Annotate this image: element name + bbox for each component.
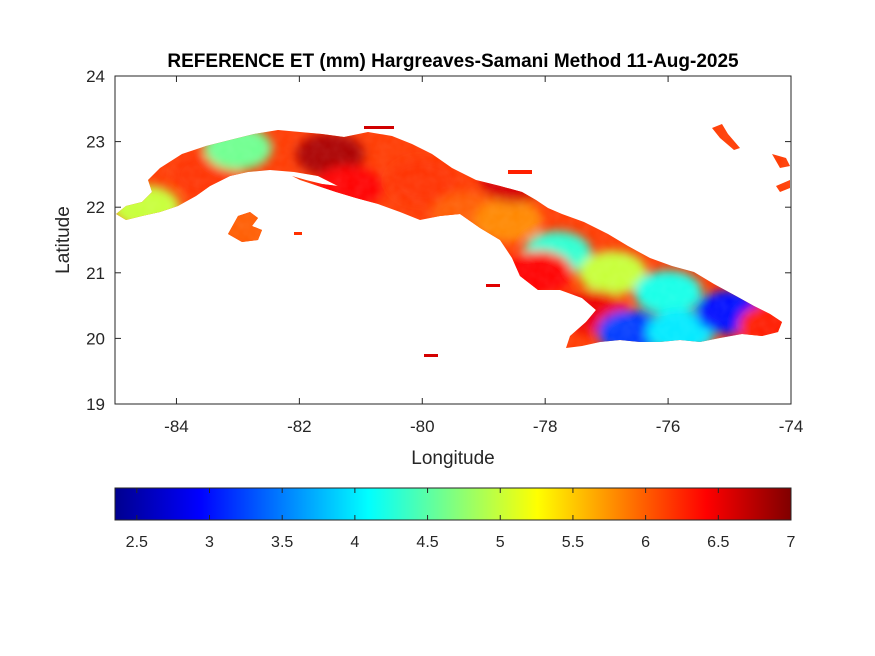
x-tick-label: -84 bbox=[164, 417, 189, 436]
small-cay bbox=[294, 232, 302, 235]
colorbar-tick-label: 7 bbox=[787, 534, 796, 551]
y-tick-label: 23 bbox=[86, 133, 105, 152]
y-tick-label: 24 bbox=[86, 67, 105, 86]
x-axis-label: Longitude bbox=[411, 448, 494, 469]
colorbar: 2.5 3 3.5 4 4.5 5 5.5 6 6.5 7 bbox=[114, 487, 796, 551]
colorbar-tick-label: 6 bbox=[641, 534, 650, 551]
map-background bbox=[115, 76, 791, 404]
y-tick-label: 21 bbox=[86, 264, 105, 283]
colorbar-tick-label: 4 bbox=[350, 534, 359, 551]
x-tick-label: -80 bbox=[410, 417, 435, 436]
colorbar-tick-label: 6.5 bbox=[707, 534, 729, 551]
small-cay bbox=[508, 170, 532, 174]
chart-title: REFERENCE ET (mm) Hargreaves-Samani Meth… bbox=[167, 51, 739, 72]
x-tick-label: -82 bbox=[287, 417, 312, 436]
y-tick-label: 19 bbox=[86, 395, 105, 414]
small-cay bbox=[364, 126, 394, 129]
x-axis: -84 -82 -80 -78 -76 -74 bbox=[164, 76, 803, 436]
colorbar-tick-label: 2.5 bbox=[126, 534, 148, 551]
colorbar-tick-label: 3 bbox=[205, 534, 214, 551]
colorbar-gradient bbox=[114, 487, 792, 521]
small-cay bbox=[486, 284, 500, 287]
small-cay bbox=[424, 354, 438, 357]
colorbar-tick-label: 5.5 bbox=[562, 534, 584, 551]
colorbar-ticks: 2.5 3 3.5 4 4.5 5 5.5 6 6.5 7 bbox=[126, 488, 796, 551]
colorbar-tick-label: 5 bbox=[496, 534, 505, 551]
map-plot-area: -84 -82 -80 -78 -76 -74 19 20 21 22 23 24 bbox=[86, 67, 803, 436]
colorbar-tick-label: 4.5 bbox=[416, 534, 438, 551]
x-tick-label: -78 bbox=[533, 417, 558, 436]
y-tick-label: 22 bbox=[86, 198, 105, 217]
y-axis: 19 20 21 22 23 24 bbox=[86, 67, 791, 414]
y-tick-label: 20 bbox=[86, 329, 105, 348]
map-frame bbox=[114, 75, 792, 405]
colorbar-tick-label: 3.5 bbox=[271, 534, 293, 551]
y-axis-label: Latitude bbox=[53, 206, 74, 274]
x-tick-label: -76 bbox=[656, 417, 681, 436]
x-tick-label: -74 bbox=[779, 417, 804, 436]
